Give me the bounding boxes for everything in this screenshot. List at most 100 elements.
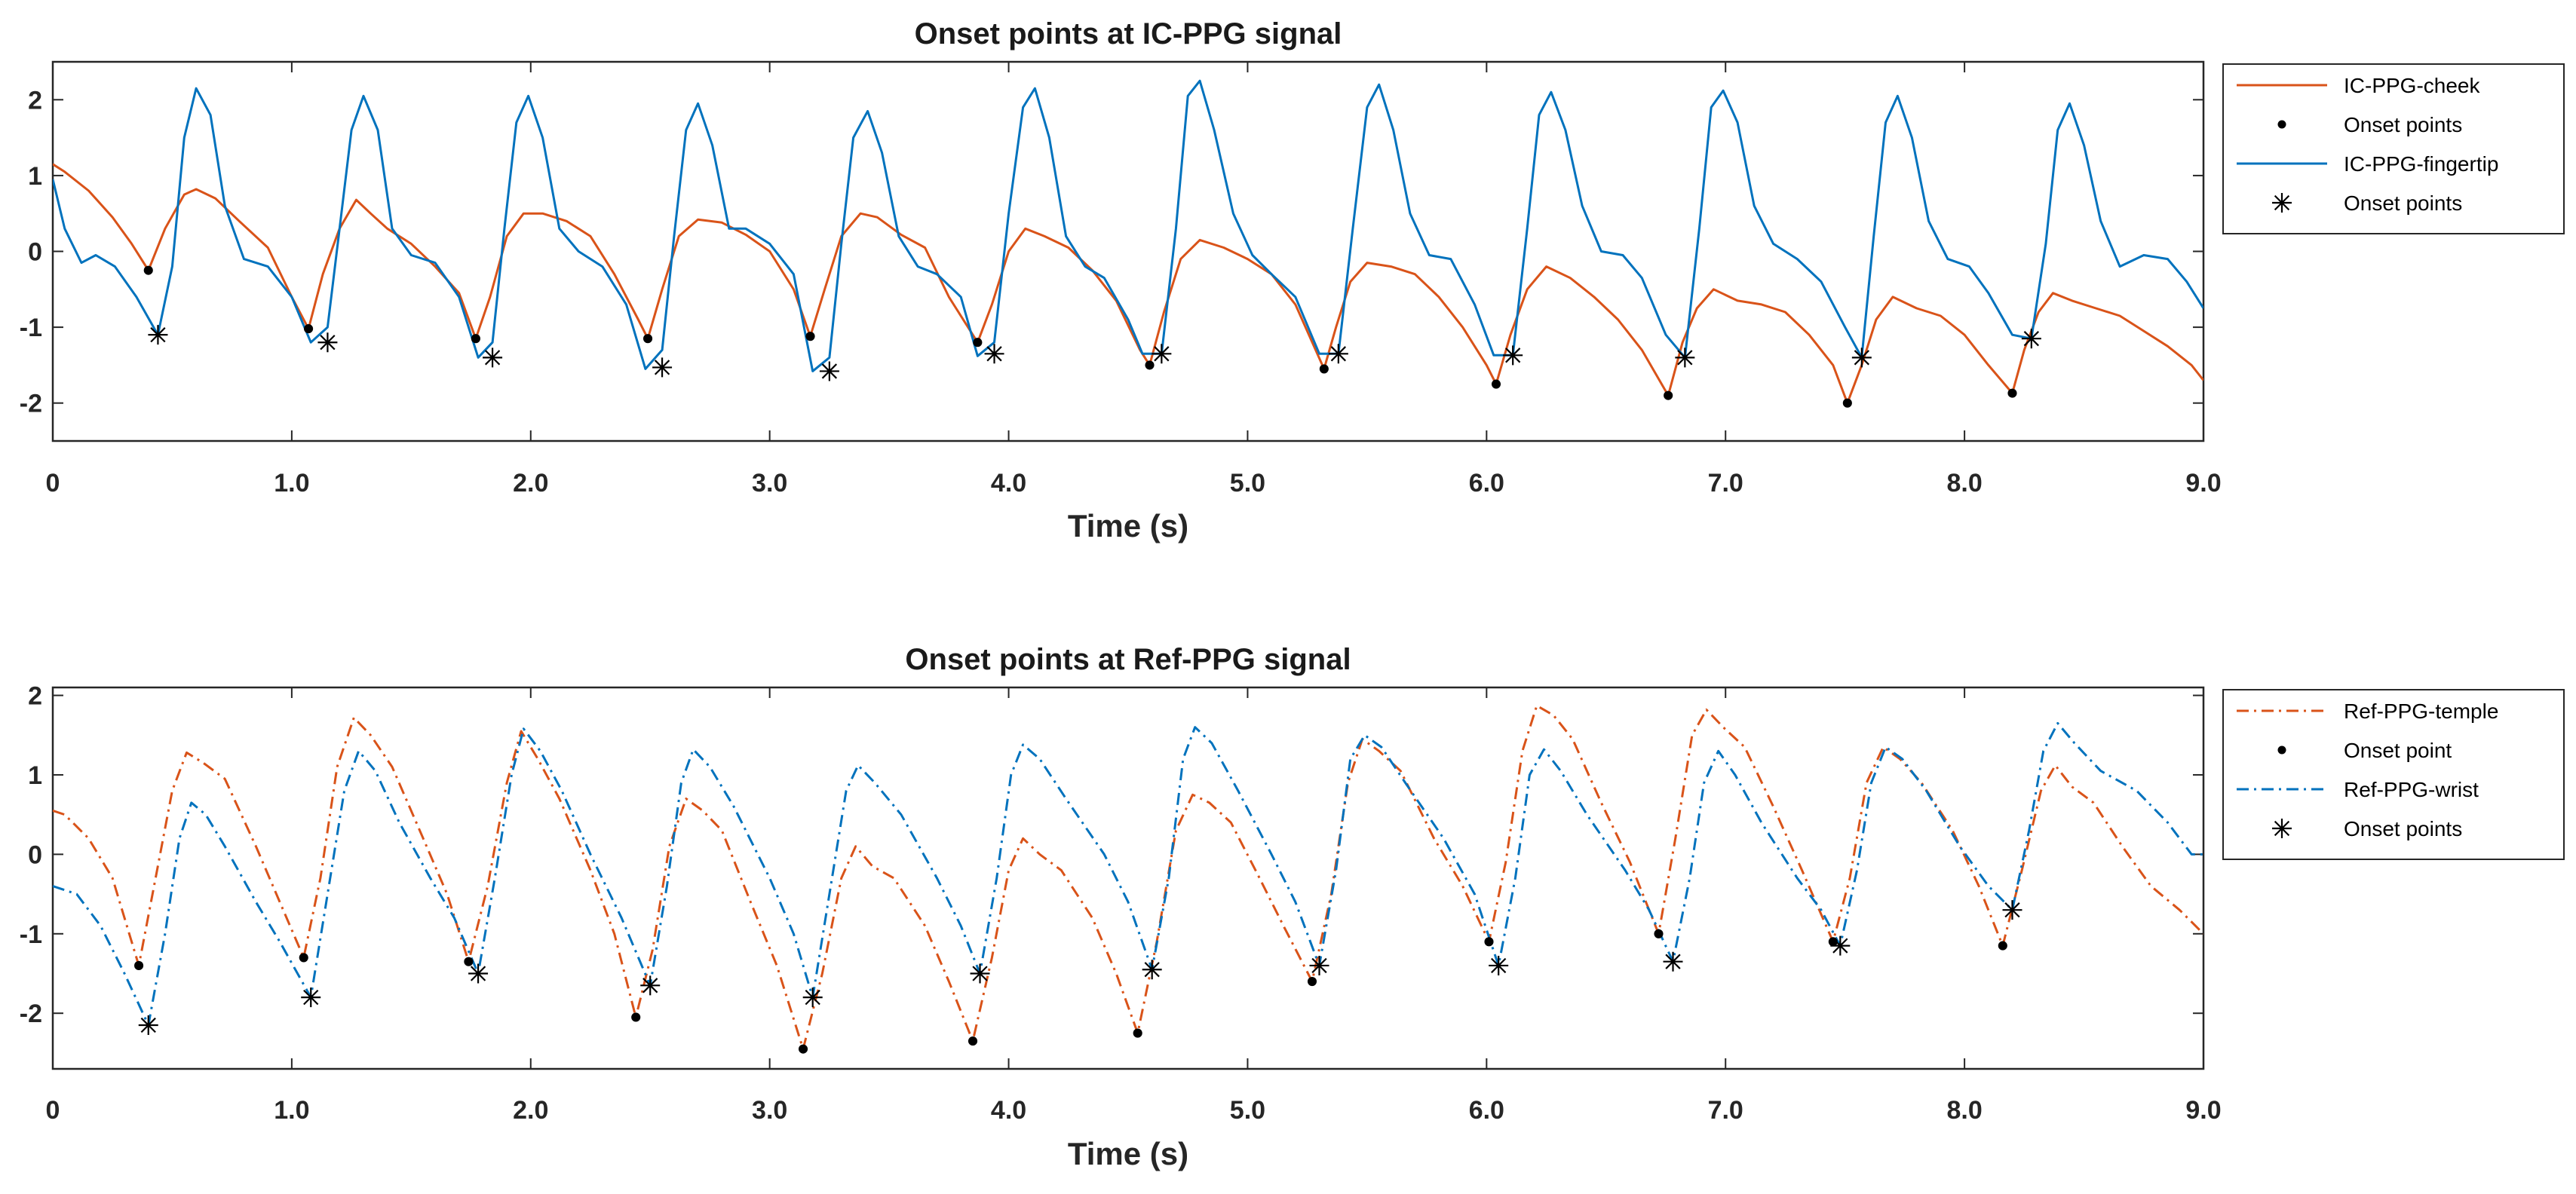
onset-marker: [1484, 937, 1494, 947]
onset-marker: [819, 361, 839, 381]
series-line-2: [53, 721, 2203, 1027]
y-tick-label: 2: [28, 86, 42, 115]
legend-swatch-marker: [2272, 819, 2292, 838]
onset-marker: [134, 960, 144, 971]
onset-marker: [1309, 955, 1329, 975]
onset-marker: [148, 325, 168, 345]
x-axis-label: Time (s): [1068, 508, 1188, 543]
onset-marker: [1319, 364, 1329, 374]
x-tick-label: 9.0: [2185, 1096, 2221, 1125]
onset-marker: [802, 987, 823, 1008]
legend-swatch-marker: [2277, 120, 2286, 129]
onset-marker: [317, 332, 338, 353]
onset-marker: [1998, 941, 2007, 951]
x-tick-label: 8.0: [1946, 469, 1982, 498]
onset-marker: [1142, 960, 1162, 980]
series-markers-1: [134, 929, 2007, 1054]
series-markers-3: [138, 900, 2022, 1036]
x-tick-label: 4.0: [991, 469, 1026, 498]
x-tick-label: 9.0: [2185, 469, 2221, 498]
legend-swatch-marker: [2272, 193, 2292, 213]
y-tick-label: 1: [28, 162, 42, 191]
onset-marker: [471, 334, 480, 344]
x-tick-label: 5.0: [1230, 469, 1265, 498]
plot-data: [53, 704, 2203, 1051]
onset-marker: [1664, 390, 1673, 400]
chart-title: Onset points at Ref-PPG signal: [905, 643, 1351, 676]
x-tick-label: 2.0: [513, 1096, 548, 1125]
x-tick-label: 7.0: [1708, 1096, 1743, 1125]
onset-marker: [1675, 347, 1695, 368]
onset-marker: [2002, 900, 2022, 920]
onset-marker: [468, 963, 489, 984]
series-markers-3: [148, 325, 2041, 381]
onset-marker: [1663, 951, 1683, 972]
onset-marker: [2021, 329, 2041, 349]
panel-ic-ppg: Onset points at IC-PPG signal 0 1.0 2.0 3.0 4…: [20, 17, 2565, 543]
onset-marker: [968, 1036, 978, 1046]
y-ticks: [53, 99, 2203, 404]
legend-swatch-marker: [2277, 745, 2286, 755]
y-tick-label: 2: [28, 682, 42, 711]
y-tick-label: 0: [28, 840, 42, 869]
onset-marker: [464, 957, 474, 966]
legend: Ref-PPG-temple Onset point Ref-PPG-wrist On…: [2222, 689, 2565, 860]
y-tick-label: -2: [20, 1000, 42, 1028]
legend-entry-label: Ref-PPG-temple: [2344, 700, 2498, 723]
legend-entry-label: Onset point: [2344, 739, 2452, 762]
legend-entry-label: Onset points: [2344, 113, 2462, 136]
x-tick-label: 0: [46, 1096, 60, 1125]
onset-marker: [483, 347, 503, 368]
onset-marker: [652, 357, 673, 378]
onset-marker: [299, 953, 308, 963]
onset-marker: [1830, 935, 1851, 956]
series-markers-1: [143, 265, 2017, 408]
y-tick-label: -1: [20, 920, 42, 949]
legend-entry-label: Onset points: [2344, 817, 2462, 840]
onset-marker: [1489, 955, 1509, 975]
y-ticks: [53, 694, 2203, 1015]
legend-entry-label: IC-PPG-fingertip: [2344, 152, 2498, 176]
x-ticks: [52, 687, 2204, 1069]
x-axis-label: Time (s): [1068, 1136, 1188, 1171]
onset-marker: [798, 1044, 808, 1054]
onset-marker: [984, 344, 1004, 364]
onset-marker: [1152, 344, 1172, 364]
x-tick-label: 1.0: [274, 469, 309, 498]
x-tick-label: 4.0: [991, 1096, 1026, 1125]
x-tick-label: 0: [46, 469, 60, 498]
y-tick-label: 1: [28, 761, 42, 790]
onset-marker: [1145, 360, 1155, 370]
x-tick-label: 1.0: [274, 1096, 309, 1125]
x-tick-label: 8.0: [1946, 1096, 1982, 1125]
onset-marker: [143, 265, 153, 275]
x-tick-label: 2.0: [513, 469, 548, 498]
onset-marker: [643, 334, 653, 344]
y-tick-label: -1: [20, 314, 42, 342]
onset-marker: [1828, 937, 1838, 947]
y-tick-label: 0: [28, 238, 42, 267]
panel-ref-ppg: Onset points at Ref-PPG signal 0 1.0 2.0 3.0…: [20, 643, 2565, 1171]
onset-marker: [640, 975, 661, 996]
onset-marker: [631, 1012, 641, 1022]
legend-entry-label: Onset points: [2344, 191, 2462, 215]
x-tick-label: 5.0: [1230, 1096, 1265, 1125]
onset-marker: [1328, 344, 1348, 364]
series-line-0: [53, 704, 2203, 1051]
y-tick-label: -2: [20, 390, 42, 418]
x-tick-label: 7.0: [1708, 469, 1743, 498]
chart-title: Onset points at IC-PPG signal: [915, 17, 1342, 51]
legend-entry-label: IC-PPG-cheek: [2344, 74, 2480, 97]
legend: IC-PPG-cheek Onset points IC-PPG-fingertip…: [2222, 63, 2565, 234]
onset-marker: [805, 332, 815, 341]
onset-marker: [1133, 1028, 1142, 1038]
x-tick-label: 3.0: [752, 1096, 787, 1125]
onset-marker: [2007, 388, 2017, 398]
series-line-2: [53, 79, 2203, 372]
x-tick-label: 6.0: [1469, 1096, 1504, 1125]
legend-entry-label: Ref-PPG-wrist: [2344, 778, 2479, 801]
x-tick-label: 3.0: [752, 469, 787, 498]
onset-marker: [304, 324, 314, 334]
x-ticks: [52, 62, 2204, 441]
